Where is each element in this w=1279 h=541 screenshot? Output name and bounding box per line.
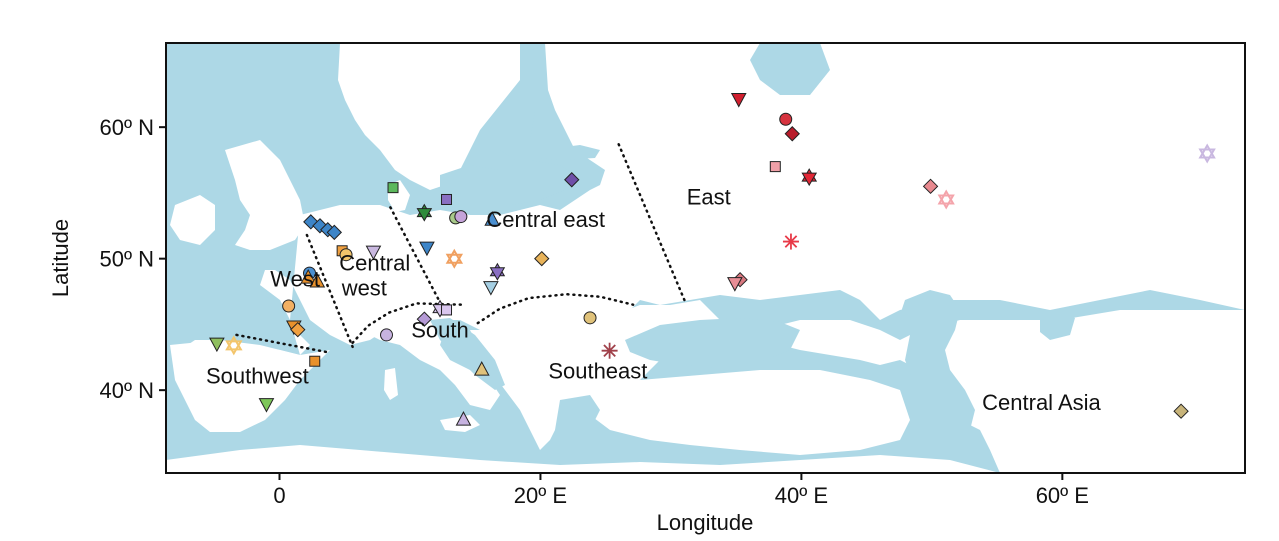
marker-star-47 (937, 189, 955, 210)
sea-gulf-of-finland (540, 145, 600, 160)
region-divider-3 (389, 206, 444, 309)
marker-diamond-14 (326, 224, 343, 241)
land-ireland (170, 195, 215, 245)
marker-star-48 (1198, 143, 1216, 164)
land-caucasus-central-asia (760, 310, 1245, 473)
marker-diamond-35 (564, 172, 580, 188)
marker-triangle-down-38 (730, 93, 747, 108)
x-tick-label-1: 0 (273, 483, 285, 508)
land-great-britain (225, 140, 305, 250)
region-label-1: West (270, 266, 320, 291)
marker-triangle-29 (484, 211, 501, 226)
region-label-7: East (687, 185, 731, 210)
x-tick-label-4: 60º E (1036, 483, 1089, 508)
region-divider-4 (351, 302, 464, 345)
marker-circle-36 (583, 311, 597, 325)
marker-square-24 (441, 304, 453, 316)
marker-diamond-22 (416, 311, 433, 327)
land-sardinia (384, 368, 398, 400)
marker-triangle-down-3 (258, 398, 275, 413)
x-axis-ticks: 0 20º E 40º E 60º E (273, 473, 1089, 508)
marker-circle-39 (779, 112, 793, 126)
land-north-africa (166, 445, 1000, 473)
marker-circle-27 (454, 210, 468, 224)
y-axis-ticks: 40º N 50º N 60º N (99, 115, 166, 403)
y-axis-title: Latitude (48, 219, 73, 297)
sea-aral (1040, 310, 1075, 340)
marker-star-20 (416, 203, 433, 222)
y-tick-label-1: 40º N (99, 378, 154, 403)
marker-triangle-down-31 (483, 281, 499, 296)
land-anatolia (590, 370, 910, 455)
region-label-8: Southeast (548, 358, 647, 383)
x-tick-label-2: 20º E (514, 483, 567, 508)
x-axis-title: Longitude (657, 510, 754, 535)
land-south-scandinavia (390, 150, 445, 185)
y-tick-label-3: 60º N (99, 115, 154, 140)
region-divider-6 (617, 143, 687, 304)
region-label-4: South (411, 318, 469, 343)
marker-triangle-9 (300, 269, 317, 284)
marker-circle-19 (379, 328, 393, 342)
land-iberia (170, 340, 320, 432)
region-label-2: Central (339, 250, 410, 275)
marker-triangle-down-17 (365, 245, 382, 261)
sea-baltic (440, 160, 575, 205)
map-plot-area (166, 43, 1245, 473)
land-masses (166, 43, 1245, 473)
marker-asterisk-37 (601, 342, 618, 359)
land-finland-russia-north (470, 43, 1245, 330)
marker-triangle-down-21 (419, 241, 435, 257)
marker-star-28 (445, 248, 464, 269)
marker-diamond-49 (1173, 403, 1189, 419)
region-label-6: Central east (486, 207, 605, 232)
marker-square-41 (769, 161, 781, 173)
marker-circle-4 (282, 299, 296, 313)
marker-circle-16 (339, 248, 353, 262)
marker-square-18 (387, 182, 399, 194)
marker-triangle-33 (473, 361, 490, 376)
sea-black-sea (625, 318, 800, 368)
marker-star-30 (489, 262, 506, 281)
marker-triangle-down-1 (209, 337, 225, 353)
sample-markers (209, 93, 1216, 426)
marker-diamond-46 (922, 178, 939, 195)
marker-asterisk-43 (782, 233, 799, 250)
sea-gulf-of-bothnia (495, 95, 535, 160)
land-scandinavia (338, 43, 520, 190)
marker-square-7 (309, 355, 321, 367)
marker-star-2 (225, 335, 243, 356)
inland-seas (430, 43, 1075, 440)
land-italy (360, 320, 500, 410)
sea-white-sea (750, 43, 830, 95)
marker-triangle-10 (309, 272, 326, 288)
sea-caspian (900, 290, 975, 440)
region-label-5: Southwest (206, 364, 309, 389)
marker-triangle-down-45 (727, 277, 743, 292)
x-tick-label-3: 40º E (775, 483, 828, 508)
y-tick-label-2: 50º N (99, 247, 154, 272)
region-dividers (235, 143, 687, 354)
sea-aegean (555, 395, 600, 440)
land-balkans (470, 330, 620, 450)
marker-diamond-34 (534, 250, 550, 267)
region-divider-2 (305, 233, 354, 349)
marker-square-25 (441, 193, 453, 205)
region-label-3: west (341, 275, 387, 300)
marker-diamond-40 (784, 126, 800, 142)
marker-diamond-6 (290, 321, 306, 338)
marker-star-42 (801, 168, 818, 187)
region-label-9: Central Asia (982, 390, 1101, 415)
marker-triangle-32 (455, 411, 472, 426)
